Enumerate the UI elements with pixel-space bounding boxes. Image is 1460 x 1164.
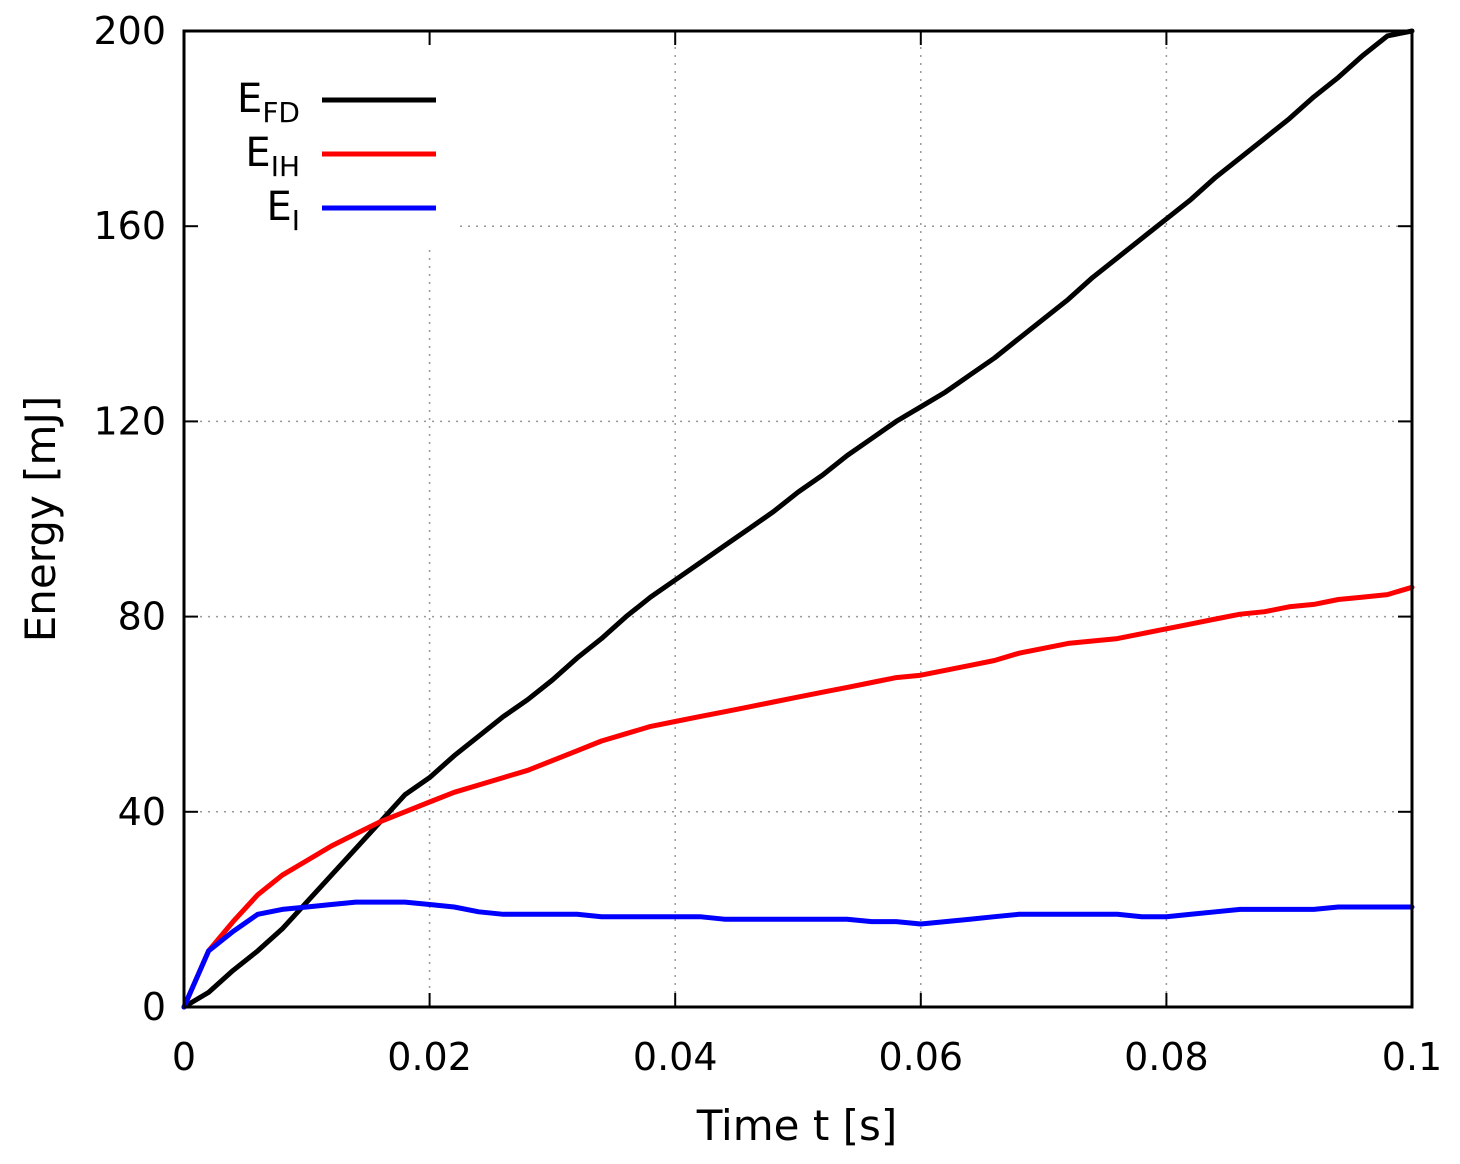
series-lines (181, 28, 1415, 1010)
legend-entry-e-fd: EFD (237, 76, 436, 129)
legend-label: EIH (245, 130, 300, 183)
y-tick-label: 80 (118, 595, 166, 639)
legend-entry-e-ih: EIH (245, 130, 436, 183)
legend-entry-e-i: EI (266, 184, 436, 237)
x-axis-label: Time t [s] (696, 1101, 898, 1150)
legend-label-main: E (266, 184, 291, 230)
series-line-e-i (181, 899, 1415, 1010)
y-tick-label: 40 (118, 790, 166, 834)
legend-label-sub: IH (271, 150, 300, 183)
x-tick-label: 0.08 (1124, 1035, 1209, 1079)
x-tick-label: 0.1 (1382, 1035, 1442, 1079)
legend-label: EI (266, 184, 300, 237)
grid (184, 31, 1412, 1007)
plot-frame (182, 29, 1414, 1009)
legend-label-main: E (237, 76, 262, 122)
legend-label-sub: I (292, 204, 300, 237)
x-tick-label: 0.04 (633, 1035, 718, 1079)
axis-ticks: 0 0.02 0.04 0.06 0.08 0.1 0 40 80 120 160 200 (93, 9, 1442, 1079)
y-tick-label: 160 (93, 204, 166, 248)
x-tick-label: 0 (172, 1035, 196, 1079)
y-tick-label: 120 (93, 399, 166, 443)
series-line-e-fd (181, 28, 1415, 1010)
x-tick-label: 0.02 (387, 1035, 472, 1079)
legend-label-sub: FD (262, 96, 300, 129)
y-axis-label: Energy [mJ] (16, 396, 65, 642)
legend-label: EFD (237, 76, 300, 129)
y-tick-label: 200 (93, 9, 166, 53)
series-line-e-ih (181, 584, 1415, 1010)
y-tick-label: 0 (142, 985, 166, 1029)
x-tick-label: 0.06 (878, 1035, 963, 1079)
legend-label-main: E (245, 130, 270, 176)
